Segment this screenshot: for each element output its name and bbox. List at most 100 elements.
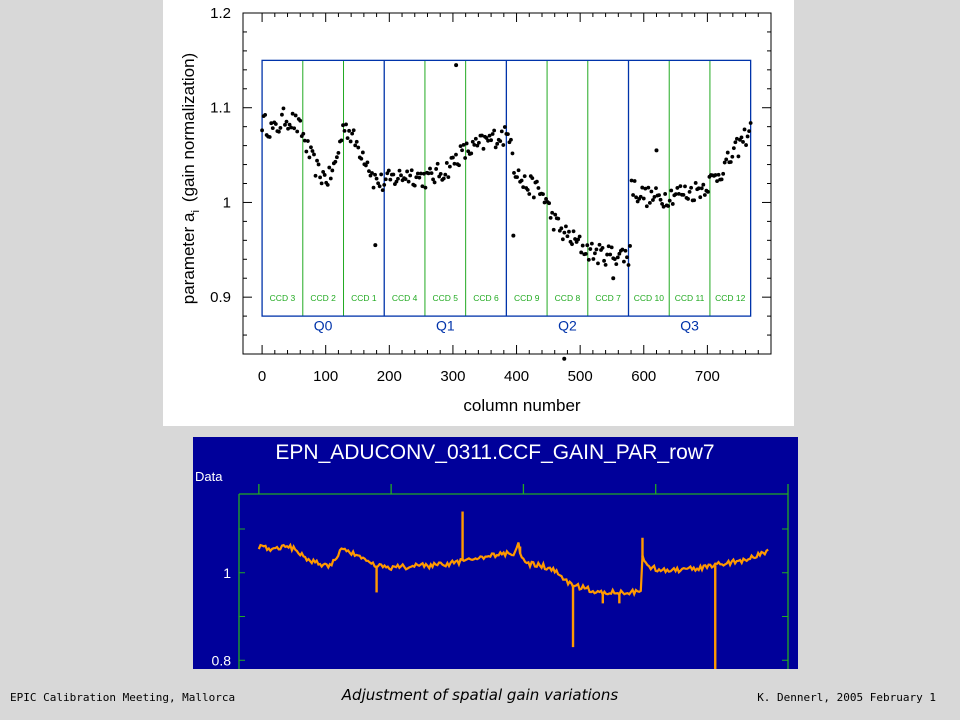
ccd-label: CCD 1: [351, 293, 377, 303]
data-point: [683, 184, 687, 189]
data-point: [374, 176, 379, 181]
data-point: [476, 140, 481, 145]
data-point: [742, 127, 747, 132]
data-point: [373, 172, 377, 177]
data-point: [673, 192, 678, 197]
data-point: [386, 168, 391, 173]
data-point: [686, 197, 690, 201]
data-point: [376, 181, 381, 186]
data-point: [731, 146, 736, 151]
data-point: [284, 119, 289, 124]
data-point: [602, 258, 606, 263]
data-points: [260, 63, 753, 361]
data-point: [405, 169, 410, 174]
data-point: [681, 192, 686, 197]
data-point: [348, 139, 353, 144]
data-point: [451, 155, 455, 160]
data-point: [571, 229, 576, 234]
data-point: [678, 184, 683, 189]
data-point: [570, 242, 574, 247]
data-point: [409, 168, 414, 173]
data-point: [666, 204, 671, 208]
y-axis-label-sub: i: [190, 210, 202, 212]
data-point: [281, 106, 286, 111]
data-point: [625, 255, 629, 260]
data-point: [534, 179, 539, 184]
data-point: [579, 250, 584, 255]
data-point: [396, 176, 400, 181]
data-point: [521, 185, 526, 190]
x-tick-label: 0: [258, 368, 266, 385]
data-point: [559, 226, 564, 231]
data-point: [377, 184, 382, 189]
data-point: [663, 192, 668, 196]
data-point: [434, 167, 439, 171]
data-point: [705, 189, 710, 194]
data-point: [464, 141, 469, 146]
data-point: [327, 165, 332, 170]
data-point: [391, 172, 396, 177]
data-point: [556, 216, 561, 221]
data-point: [623, 248, 628, 253]
data-point: [505, 132, 510, 137]
data-point: [747, 129, 752, 134]
data-point: [676, 191, 681, 196]
data-point: [553, 212, 558, 217]
ccd-label: CCD 3: [270, 293, 296, 303]
data-point: [305, 139, 310, 143]
x-tick-label: 400: [504, 368, 529, 385]
data-point: [328, 176, 333, 181]
outlier-point: [373, 243, 378, 248]
data-point: [689, 185, 694, 190]
x-tick-label: 100: [313, 368, 338, 385]
data-point: [644, 204, 649, 209]
data-point: [417, 175, 422, 180]
data-point: [649, 189, 654, 194]
data-point: [593, 251, 597, 256]
outlier-point: [511, 233, 516, 238]
data-point: [652, 195, 657, 199]
data-point: [542, 200, 547, 205]
data-point: [273, 122, 278, 126]
quadrant-label: Q2: [558, 318, 577, 334]
ccd-label: CCD 8: [555, 293, 581, 303]
data-point: [280, 112, 284, 117]
data-point: [725, 150, 730, 155]
data-point: [278, 126, 283, 130]
data-point: [692, 198, 697, 203]
data-point: [310, 149, 315, 153]
data-point: [414, 175, 419, 180]
data-point: [536, 186, 541, 190]
data-point: [719, 177, 724, 182]
data-point: [318, 175, 323, 180]
data-point: [431, 177, 435, 182]
data-point: [730, 154, 735, 159]
data-point: [615, 255, 620, 260]
data-point: [498, 139, 503, 144]
data-point: [490, 132, 495, 136]
data-point: [307, 155, 312, 160]
y-tick-label: 1: [223, 565, 231, 581]
data-point: [576, 237, 581, 242]
data-point: [293, 113, 298, 118]
data-point: [641, 196, 646, 201]
data-point: [457, 163, 461, 168]
outlier-point: [562, 356, 567, 361]
data-point: [654, 186, 658, 191]
data-point: [661, 204, 666, 209]
data-point: [298, 118, 303, 123]
data-point: [444, 161, 449, 165]
data-point: [470, 139, 475, 144]
data-point: [562, 230, 567, 235]
outlier-point: [611, 276, 616, 281]
data-point: [473, 136, 478, 141]
data-point: [715, 179, 719, 184]
data-point: [394, 179, 399, 184]
gain-row-panel: EPN_ADUCONV_0311.CCF_GAIN_PAR_row7 Data 0.…: [193, 437, 798, 669]
data-point: [397, 168, 402, 173]
data-point: [342, 128, 347, 133]
ccd-label: CCD 11: [675, 293, 705, 303]
data-point: [330, 168, 335, 173]
data-point: [544, 197, 548, 201]
data-point: [315, 158, 319, 163]
